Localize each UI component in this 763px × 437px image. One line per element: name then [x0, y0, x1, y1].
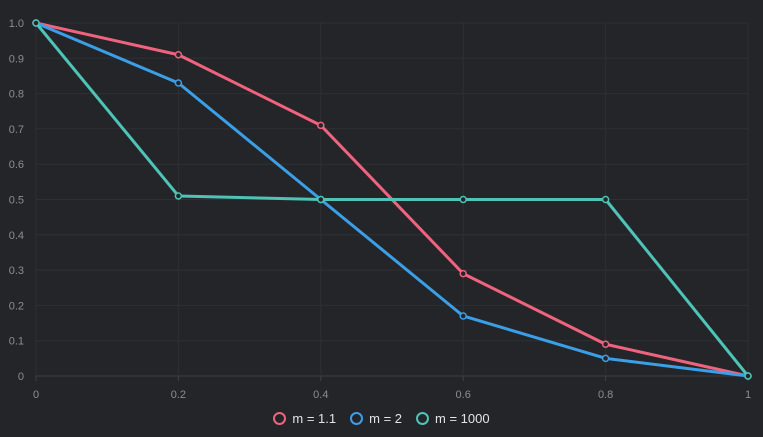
y-tick-label: 0.9 [9, 53, 24, 65]
legend-item-0[interactable]: m = 1.1 [273, 411, 336, 426]
legend-label: m = 2 [369, 411, 402, 426]
y-tick-label: 0.6 [9, 159, 24, 171]
x-tick-label: 0 [33, 389, 39, 401]
data-point[interactable] [32, 19, 40, 27]
legend-label: m = 1.1 [292, 411, 337, 426]
data-point[interactable] [601, 340, 610, 348]
y-tick-label: 1.0 [9, 18, 24, 30]
y-tick-label: 0.4 [9, 230, 24, 242]
data-point[interactable] [459, 269, 467, 278]
y-tick-label: 0.8 [9, 89, 24, 101]
x-tick-label: 1 [745, 389, 751, 401]
x-axis: 0 0.2 0.4 0.6 0.8 1 [33, 376, 751, 401]
x-tick-label: 0.6 [456, 389, 471, 401]
x-tick-label: 0.4 [313, 389, 328, 401]
x-tick-label: 0.2 [171, 389, 186, 401]
y-tick-label: 0.3 [9, 265, 24, 277]
legend-item-1[interactable]: m = 2 [350, 411, 402, 426]
data-point[interactable] [174, 79, 183, 87]
y-tick-label: 0.2 [9, 300, 24, 312]
series-2 [32, 19, 752, 380]
data-point[interactable] [601, 195, 610, 204]
data-point[interactable] [744, 372, 752, 380]
y-tick-label: 0 [18, 371, 24, 383]
data-point[interactable] [601, 354, 610, 363]
data-point[interactable] [317, 121, 325, 130]
series-layer [32, 19, 752, 380]
y-tick-label: 0.5 [9, 195, 24, 207]
legend-swatch [350, 412, 364, 425]
legend-item-2[interactable]: m = 1000 [416, 411, 490, 426]
y-axis: 0 0.1 0.2 0.3 0.4 0.5 0.6 0.7 0.8 0.9 1.0 [9, 18, 24, 383]
data-point[interactable] [459, 195, 467, 204]
x-tick-label: 0.8 [598, 389, 613, 401]
legend-swatch [416, 412, 429, 425]
data-point[interactable] [317, 195, 325, 204]
legend: m = 1.1 m = 2 m = 1000 [0, 411, 763, 426]
data-point[interactable] [174, 192, 183, 200]
y-tick-label: 0.1 [9, 336, 24, 348]
series-line [34, 22, 750, 377]
data-point[interactable] [459, 312, 467, 320]
legend-swatch [273, 412, 287, 425]
series-line [35, 21, 749, 378]
y-tick-label: 0.7 [9, 124, 24, 136]
legend-label: m = 1000 [435, 411, 490, 426]
data-point[interactable] [174, 51, 183, 59]
